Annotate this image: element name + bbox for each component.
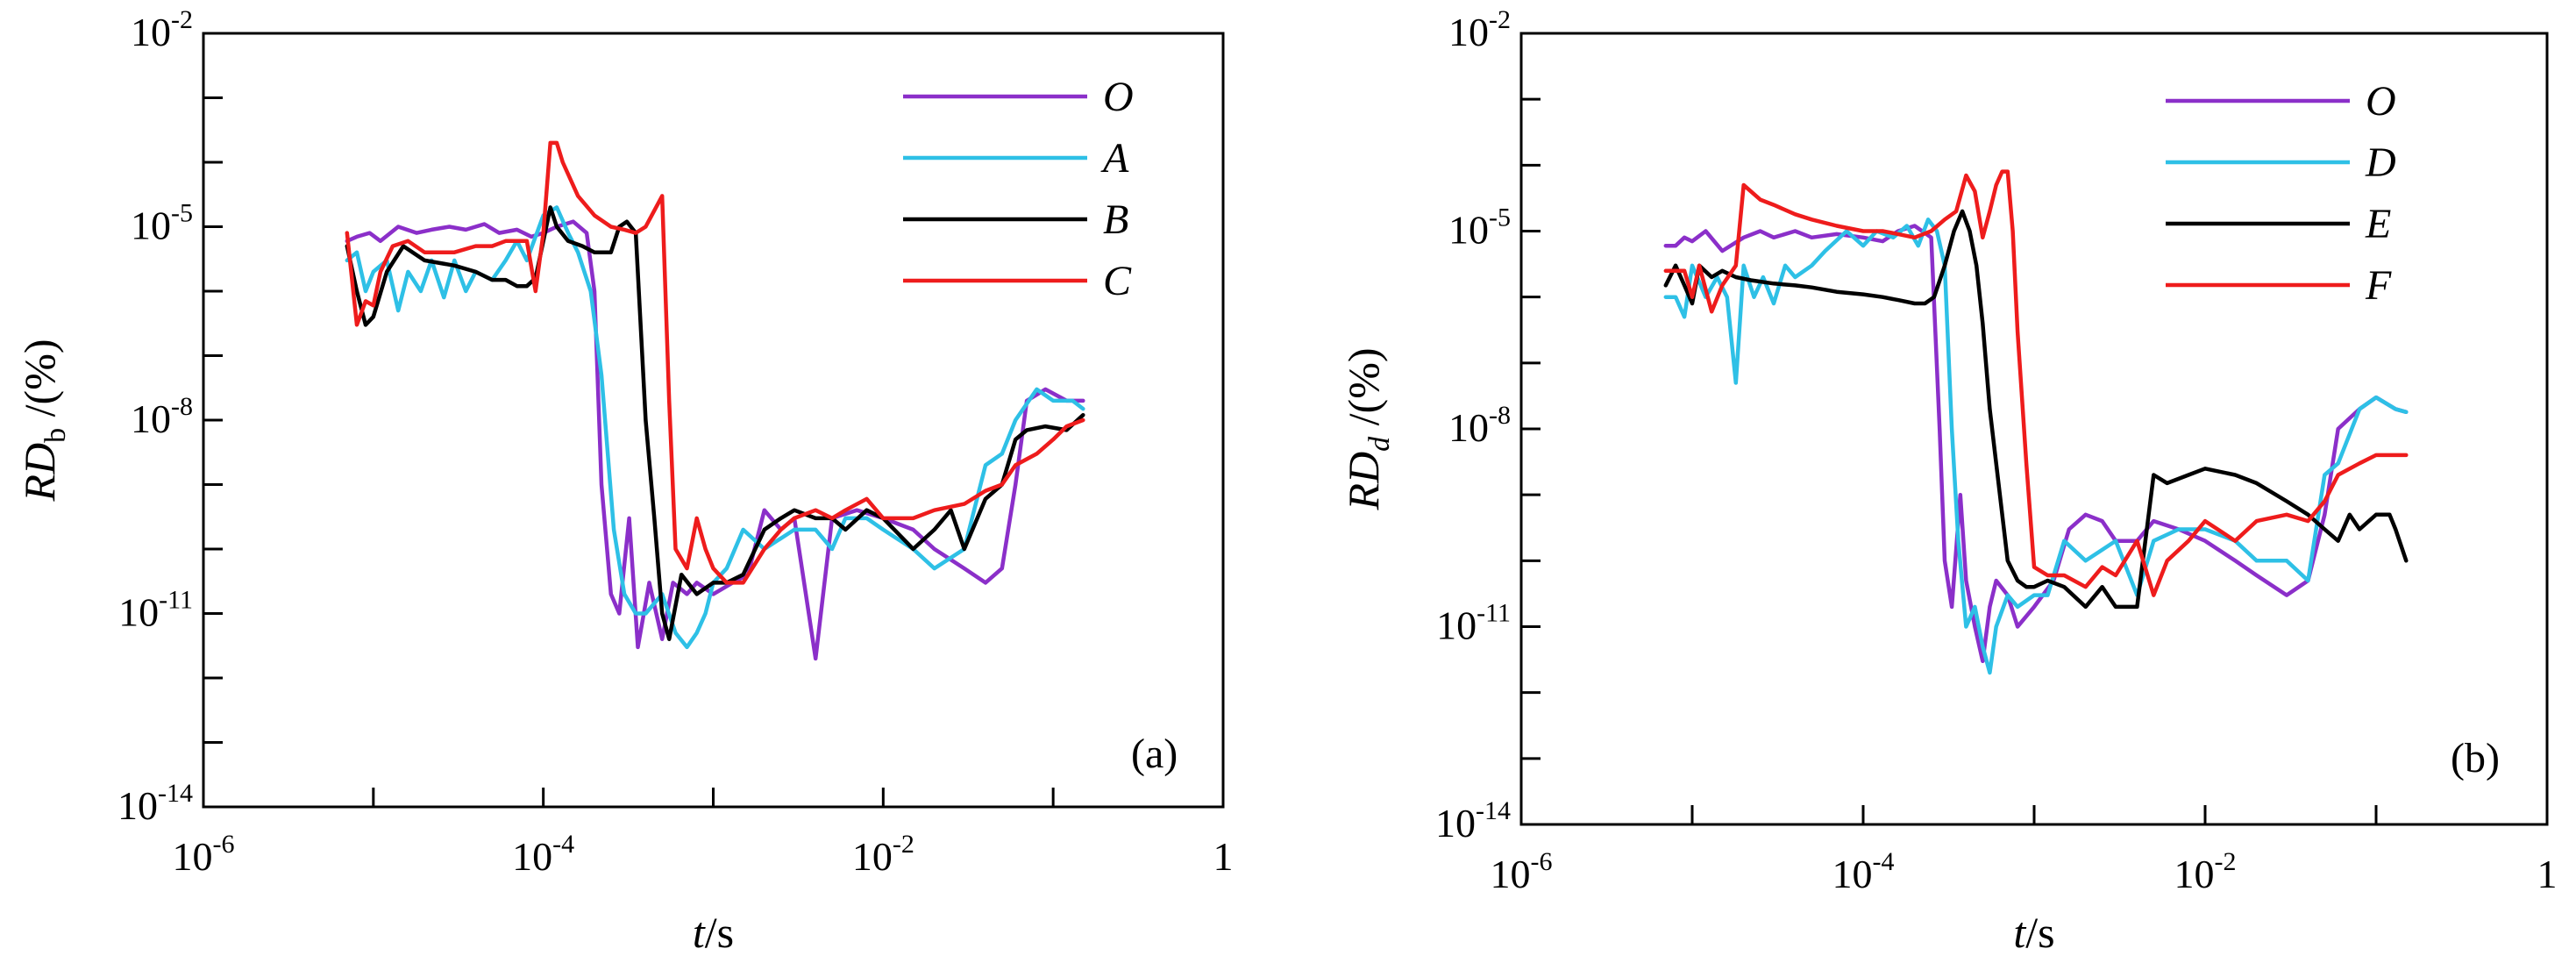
panel-label-b: (b) bbox=[2451, 735, 2500, 781]
panel-label-a: (a) bbox=[1131, 731, 1178, 777]
y-tick-label: 10-5 bbox=[131, 199, 193, 248]
y-tick-label: 10-11 bbox=[1436, 599, 1511, 648]
y-tick-label: 10-2 bbox=[131, 5, 193, 54]
legend-label-a-O: O bbox=[1103, 74, 1134, 120]
y-tick-label: 10-2 bbox=[1448, 5, 1511, 54]
x-tick-label: 1 bbox=[1213, 834, 1234, 879]
series-line-b-F bbox=[1663, 169, 2409, 597]
y-tick-label: 10-8 bbox=[131, 392, 193, 441]
legend-label-a-C: C bbox=[1103, 258, 1132, 304]
chart-panel-a: 10-6 10-4 10-2 1 10-14 10-11 10-8 10-5 10-2 t/s RD… bbox=[15, 5, 1234, 957]
legend-label-b-F: F bbox=[2365, 262, 2392, 309]
y-tick-label: 10-14 bbox=[1435, 796, 1511, 845]
x-tick-label: 10-6 bbox=[173, 830, 235, 879]
y-tick-label: 10-5 bbox=[1448, 203, 1511, 253]
series-line-a-O bbox=[345, 219, 1085, 661]
plot-frame bbox=[202, 32, 1225, 809]
x-axis-title: t/s bbox=[2013, 908, 2054, 957]
x-tick-label: 10-4 bbox=[1832, 847, 1895, 896]
x-tick-label: 10-4 bbox=[512, 830, 574, 879]
legend-label-a-B: B bbox=[1103, 196, 1128, 243]
series-line-a-B bbox=[345, 205, 1085, 641]
legend-label-b-E: E bbox=[2365, 201, 2391, 247]
series-line-a-C bbox=[345, 140, 1085, 585]
series-line-b-D bbox=[1663, 218, 2409, 675]
legend-label-b-D: D bbox=[2365, 139, 2396, 186]
y-axis-title: RDd /(%) bbox=[1339, 348, 1396, 511]
chart-panel-b: 10-6 10-4 10-2 1 10-14 10-11 10-8 10-5 10-2 t/s RD… bbox=[1339, 5, 2558, 957]
y-tick-label: 10-11 bbox=[118, 586, 193, 635]
y-tick-label: 10-14 bbox=[117, 779, 193, 828]
series-line-b-E bbox=[1663, 209, 2409, 610]
y-axis-title: RDb /(%) bbox=[15, 339, 72, 503]
x-tick-label: 10-2 bbox=[852, 830, 914, 879]
x-axis-title: t/s bbox=[693, 908, 734, 957]
series-line-b-O bbox=[1663, 224, 2409, 664]
legend-label-b-O: O bbox=[2366, 78, 2396, 125]
x-tick-label: 1 bbox=[2537, 852, 2558, 896]
legend-label-a-A: A bbox=[1100, 135, 1129, 182]
x-tick-label: 10-6 bbox=[1491, 847, 1553, 896]
x-tick-label: 10-2 bbox=[2174, 847, 2237, 896]
y-tick-label: 10-8 bbox=[1448, 401, 1511, 450]
series-line-a-A bbox=[345, 205, 1085, 650]
